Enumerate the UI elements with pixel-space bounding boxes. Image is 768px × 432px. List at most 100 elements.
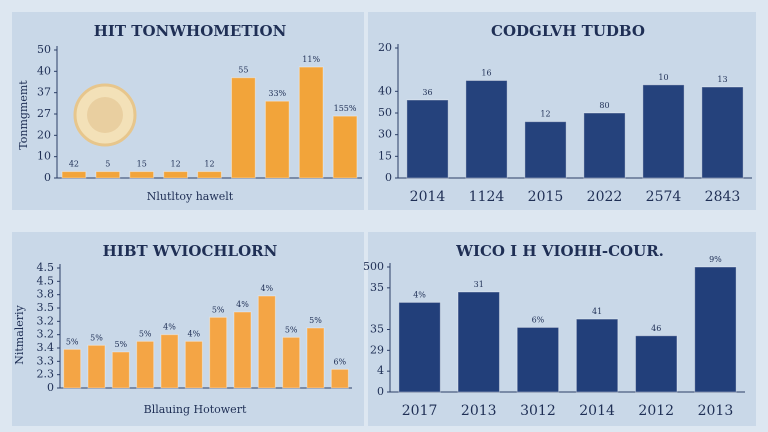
bar [298,66,324,179]
y-tick-label: 35 [370,323,384,336]
bar [642,84,685,179]
y-tick-label: 0 [385,171,392,184]
x-tick-label: 2013 [698,403,734,419]
bar [231,77,256,179]
x-tick-label: 2014 [579,403,615,419]
bar-label: 31 [474,280,484,289]
bar-label: 55 [238,66,248,75]
y-tick-label: 3.4 [37,341,55,354]
bar-label: 4% [163,323,176,332]
y-tick-label: 2.3 [37,368,55,381]
panel [12,232,364,426]
bar-label: 46 [651,324,661,333]
y-tick-label: 50 [37,43,51,56]
y-tick-label: 20 [37,128,51,141]
x-tick-label: 2012 [638,403,674,419]
y-tick-label: 40 [37,64,51,77]
chart-title: HIBT WVIOCHLORN [103,242,278,260]
bar-label: 4% [236,300,249,309]
y-axis-label: Tonmgmemt [17,80,30,150]
y-tick-label: 10 [37,150,51,163]
bar-label: 13 [717,75,727,84]
bar [465,80,508,179]
bar-label: 5% [114,340,127,349]
chart-title: HIT TONWHOMETION [94,22,287,40]
x-tick-label: 2017 [402,403,438,419]
x-tick-label: 2014 [410,189,446,205]
bar [264,100,290,179]
bar-label: 15 [137,160,147,169]
y-tick-label: 3.8 [37,288,55,301]
bar [524,121,567,179]
y-tick-label: 15 [378,149,392,162]
bar [111,351,130,389]
bar [701,86,744,179]
bar [516,326,560,393]
bar-label: 5% [285,325,298,334]
bar-label: 4% [187,329,200,338]
x-tick-label: 2843 [705,189,741,205]
bar-label: 155% [334,104,357,113]
bar [209,316,228,389]
bar-label: 80 [599,101,609,110]
bar [635,335,678,393]
bar-label: 12 [204,160,214,169]
bar [160,334,179,389]
y-tick-label: 0 [377,385,384,398]
y-tick-label: 27 [37,107,51,120]
y-tick-label: 35 [370,281,384,294]
chart-title: CODGLVH TUDBO [491,22,645,40]
y-tick-label: 20 [378,41,392,54]
bar [330,368,349,389]
bar [163,171,188,179]
y-tick-label: 3.5 [37,301,55,314]
bar [398,301,441,393]
bar-label: 16 [481,69,491,78]
bar [406,99,449,179]
bar [63,348,82,389]
bar [694,266,737,393]
bar-label: 11% [302,55,320,64]
y-tick-label: 0 [47,381,54,394]
x-tick-label: 2015 [528,189,564,205]
y-tick-label: 4.5 [37,261,55,274]
bar-label: 12 [540,110,550,119]
bar [95,171,121,179]
bar-label: 12 [171,160,181,169]
bar [583,112,626,179]
bar [184,340,203,389]
bar-label: 6% [333,357,346,366]
bar [233,311,252,389]
bar-label: 4% [413,290,426,299]
x-tick-label: 1124 [469,189,505,205]
bar-label: 4% [260,284,273,293]
x-axis-label: Nlutltoy hawelt [147,190,234,203]
bar-label: 41 [592,307,602,316]
bar [457,291,500,393]
bar-label: 5% [139,329,152,338]
bar-label: 6% [532,315,545,324]
bar-label: 33% [268,89,286,98]
chart-title: WICO I H VIOHH-COUR. [455,242,664,260]
x-tick-label: 2013 [461,403,497,419]
bar [197,171,222,179]
y-tick-label: 3.3 [37,354,55,367]
x-tick-label: 3012 [520,403,556,419]
bar [332,115,358,179]
bar [129,171,155,179]
x-axis-label: Bllauing Hotowert [144,403,247,416]
bar [257,295,276,389]
y-tick-label: 0 [44,171,51,184]
bar-label: 5% [212,305,225,314]
bar-label: 5 [105,160,110,169]
bar-label: 5% [90,333,103,342]
coin-icon-inner [87,97,123,133]
y-tick-label: 30 [378,128,392,141]
bar [282,336,301,389]
y-tick-label: 4.5 [37,274,55,287]
x-tick-label: 2022 [587,189,623,205]
y-tick-label: 3.2 [37,314,55,327]
y-tick-label: 3.2 [37,328,55,341]
y-tick-label: 40 [378,84,392,97]
